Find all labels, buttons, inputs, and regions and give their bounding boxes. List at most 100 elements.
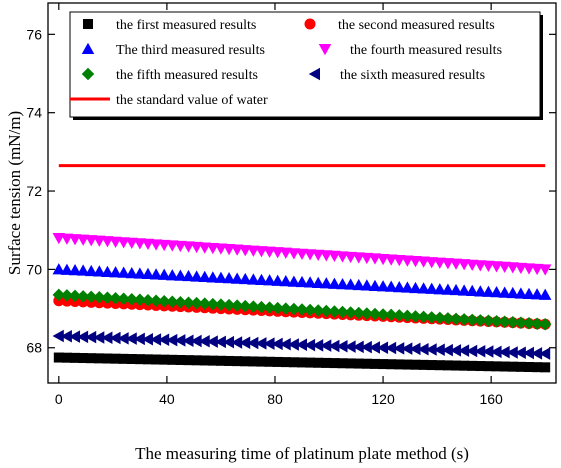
data-point bbox=[93, 265, 106, 277]
data-point bbox=[118, 353, 129, 364]
axis-ticks: 0 40 80 120 160 68 70 72 74 76 bbox=[26, 3, 556, 407]
data-point bbox=[449, 344, 462, 357]
data-point bbox=[465, 344, 478, 358]
data-point bbox=[482, 260, 495, 272]
data-point bbox=[101, 265, 114, 277]
data-point bbox=[376, 308, 390, 321]
data-point bbox=[368, 279, 382, 291]
data-point bbox=[401, 309, 414, 323]
data-point bbox=[272, 356, 283, 367]
data-point bbox=[474, 314, 487, 327]
data-point bbox=[402, 359, 413, 370]
x-tick-label: 80 bbox=[267, 391, 283, 407]
data-point bbox=[52, 263, 66, 275]
data-point bbox=[490, 315, 503, 328]
data-point bbox=[303, 276, 317, 288]
legend-entry: the standard value of water bbox=[70, 93, 268, 108]
data-point bbox=[222, 298, 236, 312]
data-point bbox=[190, 334, 202, 348]
x-axis-title: The measuring time of platinum plate met… bbox=[135, 444, 469, 463]
data-point bbox=[475, 361, 486, 372]
data-point bbox=[142, 354, 153, 365]
data-point bbox=[76, 290, 90, 303]
data-point bbox=[474, 345, 486, 358]
data-point bbox=[198, 297, 211, 310]
data-point bbox=[336, 340, 348, 353]
data-point bbox=[353, 358, 364, 369]
data-point bbox=[498, 286, 511, 298]
data-point bbox=[190, 270, 203, 282]
data-point bbox=[84, 235, 98, 247]
data-point bbox=[151, 354, 162, 365]
data-point bbox=[60, 233, 74, 245]
y-tick-label: 70 bbox=[26, 261, 42, 277]
data-point bbox=[255, 337, 267, 350]
data-point bbox=[287, 248, 301, 260]
data-point bbox=[393, 280, 406, 293]
data-point bbox=[328, 277, 341, 289]
plot-frame bbox=[47, 2, 557, 384]
data-point bbox=[76, 330, 89, 344]
legend-entry: the fifth measured results bbox=[81, 67, 258, 83]
data-point bbox=[60, 263, 74, 275]
data-point bbox=[328, 339, 340, 353]
data-point bbox=[498, 315, 511, 329]
data-point bbox=[174, 240, 187, 253]
data-point bbox=[239, 336, 251, 349]
x-tick-label: 40 bbox=[159, 391, 175, 407]
data-point bbox=[206, 242, 220, 255]
data-point bbox=[514, 346, 526, 359]
data-point bbox=[125, 293, 139, 306]
data-point bbox=[467, 360, 478, 371]
data-point bbox=[465, 284, 479, 297]
data-point bbox=[457, 284, 471, 296]
data-point bbox=[498, 261, 511, 274]
data-point bbox=[109, 236, 122, 248]
data-point bbox=[490, 286, 503, 298]
data-point bbox=[409, 310, 422, 323]
data-point bbox=[336, 251, 349, 263]
data-point bbox=[141, 332, 153, 346]
data-point bbox=[441, 283, 455, 295]
data-point bbox=[344, 251, 357, 264]
data-point bbox=[425, 257, 438, 269]
data-point bbox=[499, 361, 510, 372]
data-point bbox=[530, 263, 544, 276]
data-point bbox=[368, 253, 382, 265]
data-point bbox=[287, 275, 301, 287]
data-point bbox=[532, 362, 543, 373]
data-point bbox=[369, 358, 380, 369]
data-point bbox=[198, 335, 210, 348]
data-point bbox=[60, 330, 72, 343]
data-point bbox=[255, 273, 268, 286]
legend-marker bbox=[304, 18, 316, 30]
data-point bbox=[352, 340, 364, 354]
data-point bbox=[344, 306, 357, 319]
data-point bbox=[295, 248, 309, 260]
data-point bbox=[483, 361, 494, 372]
data-point bbox=[86, 353, 97, 364]
data-point bbox=[94, 353, 105, 364]
data-point bbox=[240, 356, 251, 367]
data-point bbox=[76, 264, 90, 276]
x-tick-label: 120 bbox=[371, 391, 395, 407]
data-point bbox=[190, 241, 203, 254]
data-point bbox=[409, 342, 421, 356]
data-point bbox=[376, 253, 390, 266]
data-point bbox=[522, 346, 534, 360]
data-point bbox=[417, 310, 430, 324]
data-point bbox=[441, 343, 453, 357]
data-point bbox=[271, 274, 284, 286]
series-5 bbox=[52, 288, 552, 331]
data-point bbox=[394, 359, 405, 370]
data-point bbox=[344, 340, 356, 353]
legend-marker bbox=[308, 67, 320, 81]
legend-label: The third measured results bbox=[116, 43, 265, 58]
data-point bbox=[386, 359, 397, 370]
data-point bbox=[337, 358, 348, 369]
data-point bbox=[206, 335, 218, 348]
legend: the first measured results the second mea… bbox=[69, 11, 543, 120]
data-point bbox=[506, 286, 520, 299]
data-point bbox=[166, 333, 178, 347]
